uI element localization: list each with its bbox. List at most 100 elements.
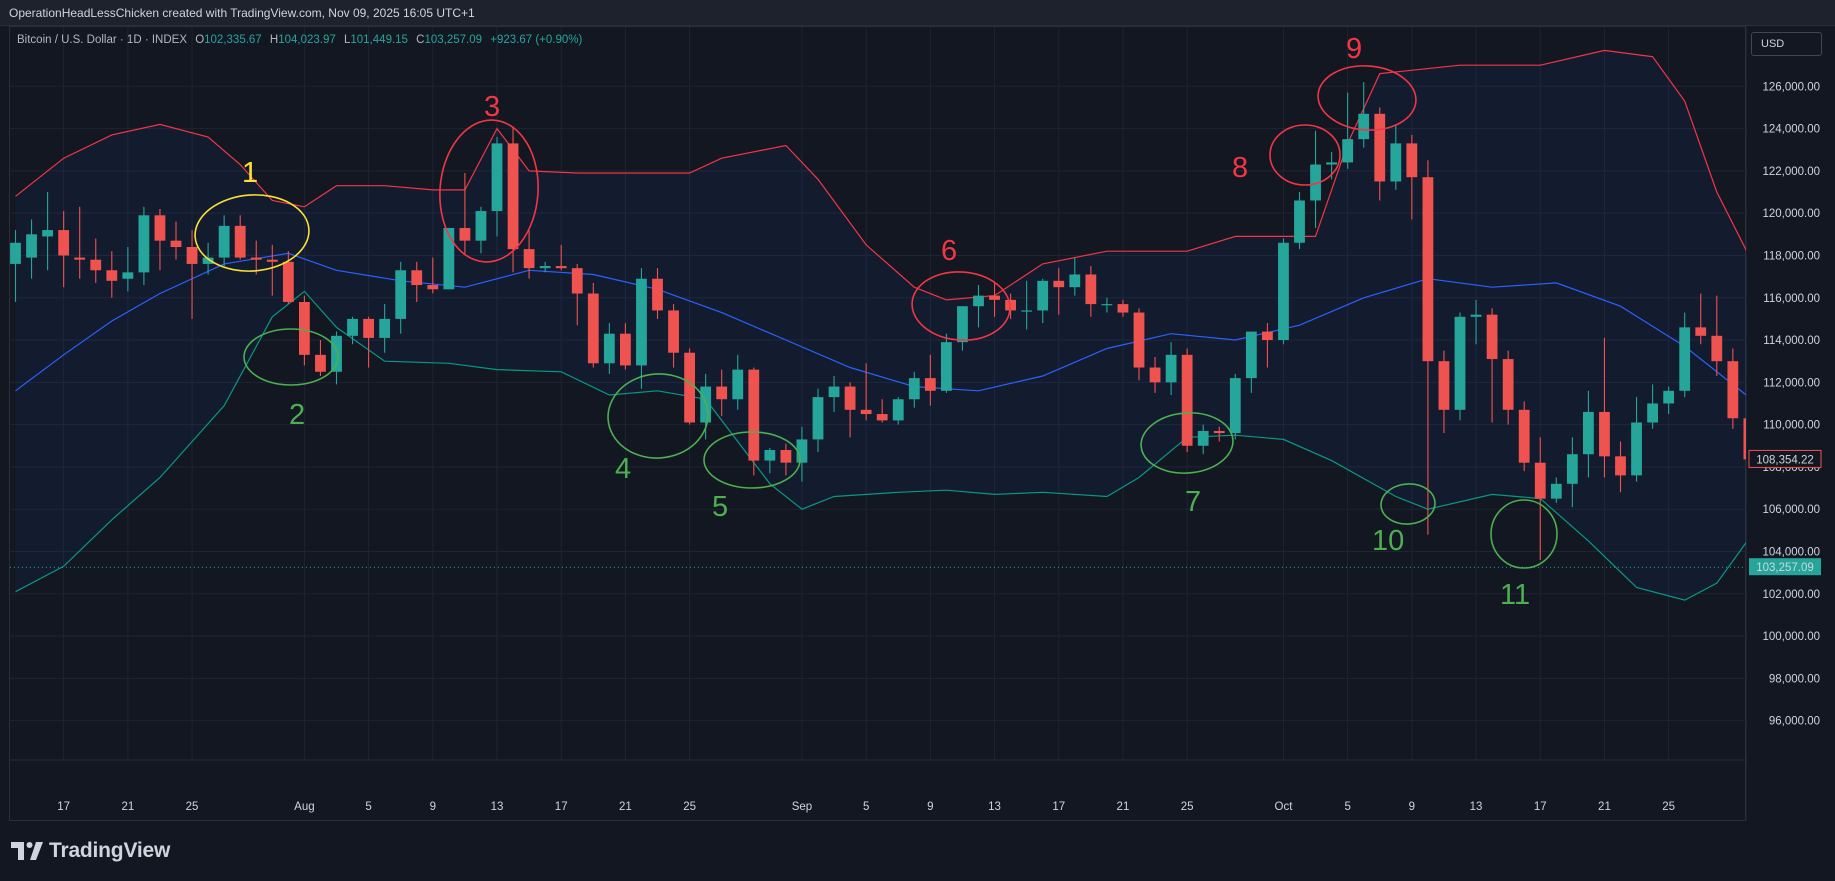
bollinger-band-fill [15,50,1746,601]
candle [1294,192,1305,250]
annotation-circle-6 [911,271,1011,341]
candle-body [1310,164,1321,201]
candle-body [924,378,936,391]
candle [732,354,744,410]
annotation-label-10: 10 [1372,525,1404,557]
close-value: 103,257.09 [424,34,483,46]
candle-body [1294,200,1305,243]
candle-body [668,310,679,353]
candle-body [1245,331,1257,379]
symbol-name[interactable]: Bitcoin / U.S. Dollar · 1D · INDEX [17,34,187,46]
annotation-circle-5 [703,431,801,489]
candle-body [620,333,631,366]
candle-body [989,295,1000,300]
candle-body [957,306,968,343]
x-tick-label: 21 [619,801,632,813]
candle [1390,124,1402,190]
x-tick-label: 25 [1662,801,1675,813]
y-tick-label: 106,000.00 [1762,504,1820,516]
candle [1566,437,1578,508]
candle-body [170,240,182,248]
x-tick-label: Oct [1275,801,1294,813]
candle [1470,299,1482,345]
candle [1406,134,1418,220]
candle-body [1599,411,1610,457]
y-tick-label: 96,000.00 [1769,716,1820,728]
candle-body [1470,314,1482,317]
y-tick-label: 110,000.00 [1763,420,1820,432]
candle [1743,418,1746,460]
candle [491,137,503,237]
candle-body [42,230,53,237]
header-title: OperationHeadLessChicken created with Tr… [9,6,475,20]
candle-body [1037,280,1049,311]
candle-body [138,215,150,273]
x-tick-label: 21 [121,801,134,813]
annotation-label-9: 9 [1346,33,1362,65]
candle-body [876,414,888,421]
candle [684,348,695,425]
candle [876,399,888,423]
candle-body [908,378,920,400]
y-tick-label: 102,000.00 [1762,589,1820,601]
candle [42,192,53,271]
candle-body [395,270,407,319]
candle-body [1663,390,1675,404]
price-axis: 96,000.00 98,000.00 100,000.00 102,000.00 10… [1748,81,1822,728]
candle-body [122,272,134,279]
annotation-circle-3 [439,119,539,263]
bollinger-basis-line [15,252,1746,396]
candle-body [1085,274,1097,305]
x-tick-label: 13 [988,801,1001,813]
candle-body [10,242,21,264]
candle [1117,299,1129,317]
candle-body [796,439,808,463]
candle-body [218,225,230,258]
close-price-label: 108,354.22 [1756,454,1814,466]
candle [90,238,102,283]
candle [1165,342,1177,396]
tradingview-logo[interactable]: TradingView [11,838,170,864]
annotation-label-7: 7 [1185,486,1201,518]
bollinger-lower-line [15,290,1746,601]
candle [411,261,423,302]
candle [924,354,936,406]
candle [989,282,1000,317]
x-tick-label: 9 [430,801,436,813]
x-tick-label: 5 [365,801,371,813]
annotation-label-8: 8 [1232,152,1248,184]
candle-body [812,397,824,440]
y-tick-label: 118,000.00 [1763,250,1820,262]
candle-body [1358,113,1370,140]
candle-body [1647,403,1658,423]
x-tick-label: 5 [863,801,869,813]
candlestick-chart[interactable]: 1 2 3 4 5 6 7 8 9 10 11 96,000.00 98,000.00 100,000.0… [0,0,1835,822]
annotation-label-6: 6 [941,235,957,267]
candle [1695,293,1707,345]
candle-body [411,270,423,286]
y-tick-label: 104,000.00 [1762,546,1820,558]
candle [1679,312,1691,398]
currency-selector[interactable]: USD [1751,32,1822,56]
y-tick-label: 124,000.00 [1762,124,1820,136]
y-tick-label: 122,000.00 [1762,166,1820,178]
high-label: H [269,34,279,46]
candle [331,331,342,385]
candle-body [973,295,984,307]
candle [603,323,615,374]
candle-body [1101,304,1113,306]
candle-body [379,318,391,338]
candle [1262,323,1273,368]
annotation-circle-4 [607,373,709,459]
candle [218,215,230,267]
candle [1037,278,1049,324]
candle-body [1262,331,1273,341]
candle [957,306,968,351]
candle [587,282,599,368]
y-tick-label: 112,000.00 [1763,377,1820,389]
annotation-circle-2 [243,328,339,386]
candle-body [1566,454,1578,484]
annotation-circle-10 [1380,483,1436,525]
x-tick-label: 25 [683,801,696,813]
candle [812,388,824,453]
